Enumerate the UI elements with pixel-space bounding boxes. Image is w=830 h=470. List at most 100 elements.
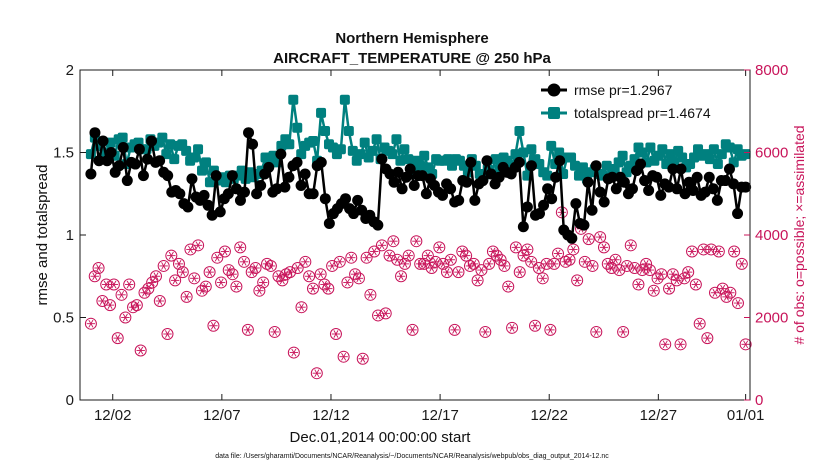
obs-point bbox=[157, 259, 170, 272]
obs-point bbox=[640, 257, 653, 270]
obs-point bbox=[678, 272, 691, 285]
rmse-point bbox=[651, 171, 663, 183]
obs-possible-marker bbox=[398, 257, 411, 270]
obs-possible-marker bbox=[291, 262, 304, 274]
obs-point bbox=[632, 278, 645, 291]
obs-point bbox=[111, 332, 124, 345]
rmse-point bbox=[546, 193, 558, 205]
obs-possible-marker bbox=[153, 295, 166, 307]
obs-assimilated-stroke bbox=[532, 321, 538, 330]
rmse-point bbox=[101, 155, 113, 167]
spread-point bbox=[288, 94, 299, 105]
obs-point bbox=[418, 257, 431, 270]
obs-assimilated-stroke bbox=[379, 241, 385, 250]
obs-assimilated-stroke bbox=[348, 253, 354, 262]
obs-possible-marker bbox=[410, 235, 423, 248]
rmse-point bbox=[578, 219, 590, 231]
obs-possible-marker bbox=[525, 255, 538, 268]
obs-possible-marker bbox=[104, 299, 117, 312]
x-tick-label: 12/07 bbox=[203, 407, 241, 424]
obs-possible-marker bbox=[613, 264, 626, 277]
obs-point bbox=[663, 282, 676, 295]
obs-assimilated-stroke bbox=[524, 245, 530, 254]
obs-point bbox=[104, 299, 117, 312]
obs-assimilated-stroke bbox=[536, 264, 542, 272]
obs-assimilated-stroke bbox=[287, 268, 293, 276]
spread-point bbox=[724, 142, 735, 153]
rmse-point bbox=[437, 189, 449, 201]
obs-possible-marker bbox=[337, 350, 350, 363]
rmse-point bbox=[465, 156, 477, 168]
rmse-point bbox=[481, 155, 493, 167]
obs-assimilated-stroke bbox=[157, 297, 163, 305]
obs-assimilated-stroke bbox=[693, 280, 699, 289]
obs-assimilated-stroke bbox=[394, 255, 400, 264]
rmse-point bbox=[323, 217, 335, 229]
obs-point bbox=[165, 249, 178, 262]
spread-point bbox=[490, 154, 501, 165]
rmse-point bbox=[570, 198, 582, 210]
obs-assimilated-stroke bbox=[279, 276, 285, 285]
obs-point bbox=[226, 268, 239, 281]
obs-assimilated-stroke bbox=[743, 340, 749, 349]
spread-point bbox=[387, 149, 398, 160]
obs-possible-marker bbox=[513, 266, 526, 279]
obs-possible-marker bbox=[218, 245, 231, 258]
obs-assimilated-stroke bbox=[413, 237, 419, 246]
obs-assimilated-stroke bbox=[329, 262, 335, 270]
obs-possible-marker bbox=[421, 249, 434, 262]
obs-possible-marker bbox=[264, 259, 277, 272]
obs-possible-marker bbox=[184, 243, 197, 256]
obs-point bbox=[597, 241, 610, 254]
obs-possible-marker bbox=[509, 241, 522, 254]
x-tick-label: 12/22 bbox=[530, 407, 568, 424]
obs-possible-marker bbox=[728, 245, 741, 258]
obs-possible-marker bbox=[643, 264, 656, 277]
obs-possible-marker bbox=[188, 272, 201, 285]
obs-assimilated-stroke bbox=[425, 251, 431, 260]
obs-point bbox=[303, 270, 316, 283]
y-axis-label-right: # of obs: o=possible; ×=assimilated bbox=[791, 125, 807, 344]
obs-assimilated-stroke bbox=[620, 328, 626, 336]
obs-point bbox=[130, 299, 143, 312]
obs-assimilated-stroke bbox=[674, 276, 680, 285]
rmse-point bbox=[105, 147, 117, 158]
obs-point bbox=[387, 235, 400, 248]
obs-possible-marker bbox=[192, 239, 205, 252]
x-tick-label: 12/02 bbox=[94, 407, 132, 424]
obs-point bbox=[142, 282, 155, 295]
rmse-point bbox=[408, 180, 420, 191]
obs-possible-marker bbox=[169, 274, 182, 287]
obs-point bbox=[712, 245, 725, 258]
rmse-point bbox=[566, 232, 578, 244]
obs-point bbox=[605, 262, 618, 274]
obs-point bbox=[345, 251, 358, 264]
obs-possible-marker bbox=[211, 251, 224, 264]
rmse-point bbox=[445, 183, 457, 195]
obs-point bbox=[268, 325, 281, 338]
spread-point bbox=[665, 149, 676, 160]
spread-point bbox=[391, 134, 402, 145]
rmse-point bbox=[299, 168, 311, 180]
obs-assimilated-stroke bbox=[601, 243, 607, 252]
obs-point bbox=[613, 264, 626, 277]
obs-possible-marker bbox=[624, 239, 637, 252]
obs-assimilated-stroke bbox=[241, 257, 247, 266]
obs-point bbox=[406, 323, 419, 336]
rmse-point bbox=[606, 171, 618, 183]
spread-point bbox=[570, 160, 581, 171]
obs-possible-marker bbox=[387, 235, 400, 248]
obs-assimilated-stroke bbox=[720, 284, 726, 293]
obs-assimilated-stroke bbox=[685, 268, 691, 276]
obs-possible-marker bbox=[368, 245, 381, 258]
obs-possible-marker bbox=[567, 243, 580, 256]
rmse-point bbox=[133, 143, 145, 155]
rmse-point bbox=[198, 189, 210, 201]
obs-series-possible bbox=[84, 206, 752, 380]
rmse-point bbox=[687, 184, 699, 196]
spread-point bbox=[601, 160, 612, 171]
obs-point bbox=[356, 352, 369, 365]
x-axis-label: Dec.01,2014 00:00:00 start bbox=[290, 429, 472, 446]
obs-possible-marker bbox=[448, 323, 461, 336]
obs-assimilated-stroke bbox=[658, 270, 664, 279]
